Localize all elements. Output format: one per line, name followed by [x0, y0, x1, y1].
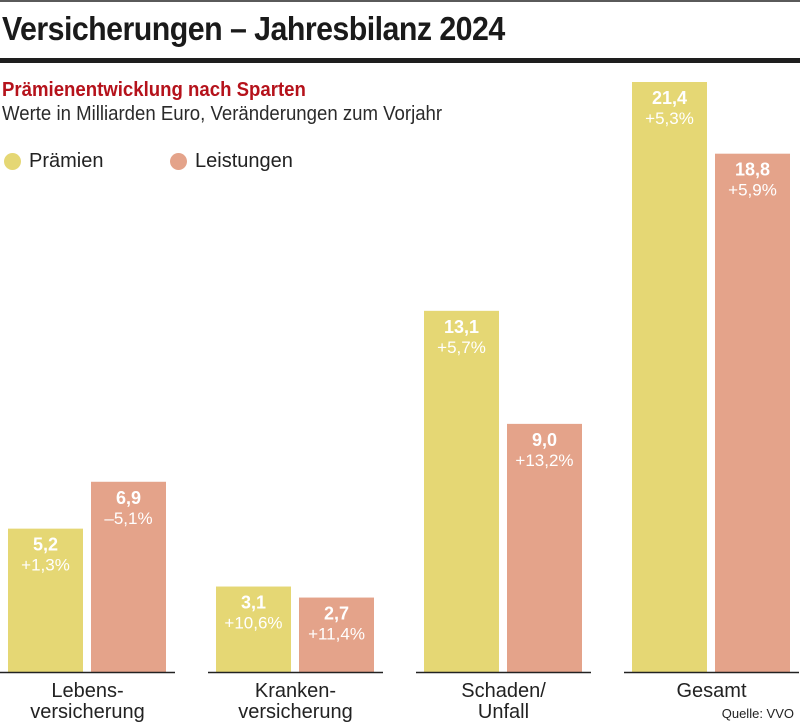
category-label: Kranken-	[255, 680, 336, 702]
legend-swatch-praemien	[4, 153, 21, 170]
change-label: +13,2%	[515, 451, 573, 470]
bar-praemien-lebens-versicherung	[8, 528, 83, 672]
legend-label-praemien: Prämien	[29, 150, 104, 172]
bar-leistungen-kranken-versicherung	[299, 597, 374, 672]
category-label: versicherung	[30, 701, 145, 723]
value-label: 13,1	[444, 317, 479, 337]
page-title: Versicherungen – Jahresbilanz 2024	[2, 10, 505, 47]
value-label: 21,4	[652, 88, 687, 108]
category-label: Lebens-	[51, 680, 123, 702]
title-divider	[0, 58, 800, 63]
change-label: +10,6%	[224, 614, 282, 633]
bar-leistungen-lebens-versicherung	[91, 481, 166, 672]
bar-leistungen-schaden-unfall	[507, 423, 582, 672]
change-label: +1,3%	[21, 556, 70, 575]
chart-subtitle: Prämienentwicklung nach Sparten	[2, 79, 306, 101]
source-note: Quelle: VVO	[721, 706, 794, 721]
change-label: +5,9%	[728, 181, 777, 200]
value-label: 5,2	[33, 535, 58, 555]
legend-label-leistungen: Leistungen	[195, 150, 293, 172]
value-label: 18,8	[735, 160, 770, 180]
value-label: 3,1	[241, 593, 266, 613]
change-label: +11,4%	[308, 625, 365, 644]
change-label: +5,7%	[437, 338, 486, 357]
change-label: +5,3%	[645, 109, 694, 128]
category-label: Unfall	[478, 701, 529, 723]
bar-praemien-kranken-versicherung	[216, 586, 291, 672]
top-rule	[0, 0, 800, 2]
chart-description: Werte in Milliarden Euro, Veränderungen …	[2, 103, 443, 125]
bar-praemien-gesamt	[632, 82, 707, 672]
value-label: 9,0	[532, 430, 557, 450]
category-label: Schaden/	[461, 680, 546, 702]
value-label: 6,9	[116, 488, 141, 508]
bar-leistungen-gesamt	[715, 153, 790, 672]
legend-item-praemien: Prämien	[4, 150, 103, 173]
value-label: 2,7	[324, 604, 349, 624]
legend-item-leistungen: Leistungen	[170, 150, 293, 173]
legend-swatch-leistungen	[170, 153, 187, 170]
category-label: Gesamt	[676, 680, 746, 702]
category-label: versicherung	[238, 701, 353, 723]
change-label: –5,1%	[104, 509, 152, 528]
bar-praemien-schaden-unfall	[424, 310, 499, 672]
